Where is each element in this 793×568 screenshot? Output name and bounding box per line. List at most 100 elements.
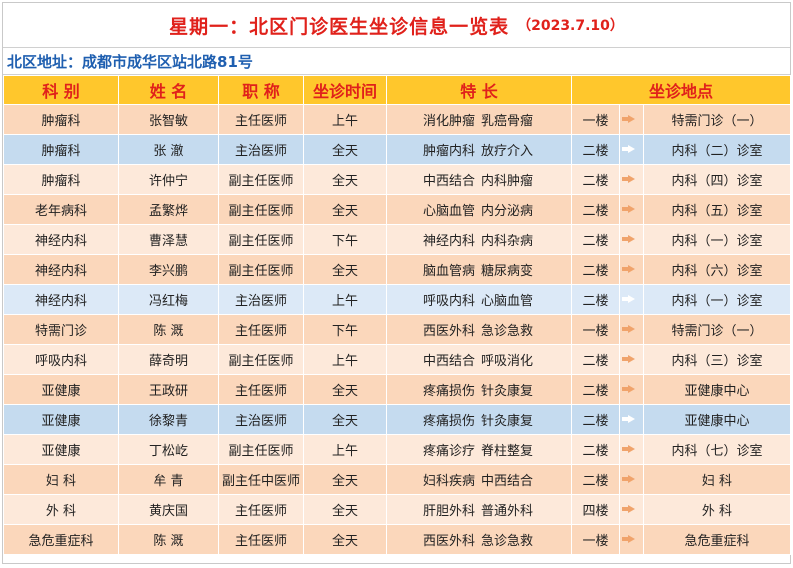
cell-title: 副主任医师 (218, 434, 304, 465)
cell-arrow (619, 164, 644, 195)
specialty-secondary: 内科杂病 (481, 234, 534, 249)
cell-dept: 肿瘤科 (3, 164, 119, 195)
specialty-secondary: 内科肿瘤 (481, 174, 534, 189)
cell-title: 主任医师 (218, 494, 304, 525)
cell-arrow (619, 254, 644, 285)
cell-room: 内科（四）诊室 (643, 164, 791, 195)
specialty-secondary: 糖尿病变 (481, 264, 534, 279)
table-row: 呼吸内科 薛奇明 副主任医师 上午 中西结合 呼吸消化 二楼 内科（三）诊室 (3, 344, 791, 375)
cell-floor: 二楼 (571, 404, 620, 435)
specialty-secondary: 心脑血管 (481, 294, 534, 309)
cell-name: 张 澈 (118, 134, 219, 165)
cell-floor: 二楼 (571, 134, 620, 165)
cell-room: 外 科 (643, 494, 791, 525)
arrow-right-icon (622, 175, 635, 183)
cell-name: 黄庆国 (118, 494, 219, 525)
cell-title: 主治医师 (218, 284, 304, 315)
cell-specialty: 肿瘤内科 放疗介入 (386, 134, 572, 165)
header-dept: 科 别 (3, 75, 119, 105)
table-row: 急危重症科陈 溉主任医师 全天 西医外科 急诊急救 一楼 急危重症科 (3, 524, 791, 555)
cell-name: 牟 青 (118, 464, 219, 495)
cell-floor: 二楼 (571, 224, 620, 255)
cell-arrow (619, 374, 644, 405)
title-bar: 星期一：北区门诊医生坐诊信息一览表 （2023.7.10） (3, 3, 790, 48)
cell-title: 主任医师 (218, 374, 304, 405)
cell-floor: 一楼 (571, 524, 620, 555)
specialty-primary: 西医外科 (422, 534, 475, 549)
cell-name: 曹泽慧 (118, 224, 219, 255)
cell-dept: 亚健康 (3, 404, 119, 435)
specialty-primary: 妇科疾病 (422, 474, 475, 489)
specialty-secondary: 乳癌骨瘤 (481, 114, 534, 129)
page-title: 星期一：北区门诊医生坐诊信息一览表 (169, 15, 510, 38)
arrow-right-icon (622, 235, 635, 243)
cell-specialty: 中西结合 呼吸消化 (386, 344, 572, 375)
cell-specialty: 呼吸内科 心脑血管 (386, 284, 572, 315)
arrow-right-icon (622, 295, 635, 303)
cell-name: 孟繁烨 (118, 194, 219, 225)
specialty-primary: 疼痛诊疗 (422, 444, 475, 459)
cell-floor: 二楼 (571, 284, 620, 315)
cell-name: 徐黎青 (118, 404, 219, 435)
cell-specialty: 疼痛诊疗 脊柱整复 (386, 434, 572, 465)
cell-floor: 四楼 (571, 494, 620, 525)
cell-room: 内科（一）诊室 (643, 284, 791, 315)
cell-arrow (619, 194, 644, 225)
cell-arrow (619, 104, 644, 135)
cell-title: 主任医师 (218, 104, 304, 135)
table-row: 老年病科 孟繁烨 副主任医师 全天 心脑血管 内分泌病 二楼 内科（五）诊室 (3, 194, 791, 225)
cell-specialty: 西医外科 急诊急救 (386, 314, 572, 345)
cell-arrow (619, 494, 644, 525)
address-line: 北区地址：成都市成华区站北路81号 (3, 48, 790, 75)
cell-name: 薛奇明 (118, 344, 219, 375)
cell-time: 上午 (303, 434, 387, 465)
header-title: 职 称 (218, 75, 304, 105)
cell-title: 主任医师 (218, 524, 304, 555)
specialty-primary: 西医外科 (422, 324, 475, 339)
specialty-primary: 呼吸内科 (422, 294, 475, 309)
schedule-table: 科 别 姓 名 职 称 坐诊时间 特 长 坐诊地点 肿瘤科 张智敏 主任医师 上午 消化… (3, 75, 791, 555)
arrow-right-icon (622, 145, 635, 153)
cell-title: 副主任医师 (218, 344, 304, 375)
cell-time: 全天 (303, 524, 387, 555)
cell-room: 急危重症科 (643, 524, 791, 555)
header-name: 姓 名 (118, 75, 219, 105)
cell-room: 特需门诊（一） (643, 104, 791, 135)
cell-time: 下午 (303, 314, 387, 345)
table-header-row: 科 别 姓 名 职 称 坐诊时间 特 长 坐诊地点 (3, 75, 791, 105)
arrow-right-icon (622, 355, 635, 363)
table-row: 外 科黄庆国 主任医师 全天 肝胆外科 普通外科 四楼外 科 (3, 494, 791, 525)
cell-floor: 二楼 (571, 164, 620, 195)
cell-time: 全天 (303, 494, 387, 525)
table-row: 肿瘤科 许仲宁 副主任医师 全天 中西结合 内科肿瘤 二楼 内科（四）诊室 (3, 164, 791, 195)
specialty-secondary: 内分泌病 (481, 204, 534, 219)
specialty-secondary: 脊柱整复 (481, 444, 534, 459)
header-specialty: 特 长 (386, 75, 572, 105)
cell-time: 全天 (303, 134, 387, 165)
arrow-right-icon (622, 535, 635, 543)
cell-title: 副主任医师 (218, 224, 304, 255)
table-row: 神经内科 李兴鹏 副主任医师 全天 脑血管病 糖尿病变 二楼 内科（六）诊室 (3, 254, 791, 285)
cell-arrow (619, 434, 644, 465)
cell-specialty: 妇科疾病 中西结合 (386, 464, 572, 495)
table-row: 肿瘤科 张智敏 主任医师 上午 消化肿瘤 乳癌骨瘤 一楼 特需门诊（一） (3, 104, 791, 135)
cell-specialty: 中西结合 内科肿瘤 (386, 164, 572, 195)
specialty-primary: 肿瘤内科 (422, 144, 475, 159)
cell-room: 内科（六）诊室 (643, 254, 791, 285)
cell-room: 特需门诊（一） (643, 314, 791, 345)
cell-arrow (619, 404, 644, 435)
cell-time: 全天 (303, 194, 387, 225)
specialty-secondary: 针灸康复 (481, 384, 534, 399)
cell-time: 上午 (303, 284, 387, 315)
cell-time: 全天 (303, 464, 387, 495)
cell-time: 全天 (303, 164, 387, 195)
arrow-right-icon (622, 385, 635, 393)
cell-time: 上午 (303, 344, 387, 375)
specialty-secondary: 急诊急救 (481, 324, 534, 339)
cell-dept: 呼吸内科 (3, 344, 119, 375)
specialty-secondary: 急诊急救 (481, 534, 534, 549)
cell-floor: 一楼 (571, 104, 620, 135)
cell-dept: 妇 科 (3, 464, 119, 495)
cell-dept: 神经内科 (3, 224, 119, 255)
specialty-primary: 消化肿瘤 (422, 114, 475, 129)
